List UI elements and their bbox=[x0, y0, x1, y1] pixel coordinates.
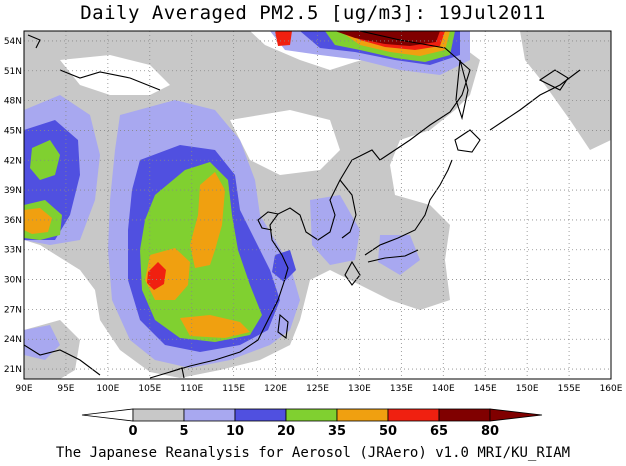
lat-tick-label: 33N bbox=[4, 246, 22, 256]
pm-band-50-65 bbox=[190, 172, 225, 268]
colorbar-label: 5 bbox=[179, 424, 188, 439]
lat-tick-label: 45N bbox=[4, 126, 22, 136]
colorbar-label: 35 bbox=[328, 424, 346, 439]
pm-band-5-10 bbox=[520, 31, 611, 150]
colorbar-segment bbox=[387, 408, 440, 422]
lon-tick-label: 100E bbox=[96, 384, 119, 394]
pm-band-20-35 bbox=[272, 250, 296, 282]
lon-tick-label: 145E bbox=[474, 384, 497, 394]
lon-tick-label: 150E bbox=[516, 384, 539, 394]
lon-tick-label: 140E bbox=[432, 384, 455, 394]
lon-tick-label: 135E bbox=[390, 384, 413, 394]
plot-frame bbox=[23, 30, 612, 380]
lon-tick-label: 120E bbox=[264, 384, 287, 394]
colorbar-label: 0 bbox=[128, 424, 137, 439]
lat-tick-label: 51N bbox=[4, 67, 22, 77]
lat-tick-label: 24N bbox=[4, 335, 22, 345]
colorbar-segment bbox=[489, 408, 543, 422]
colorbar-segment bbox=[336, 408, 389, 422]
lon-tick-label: 95E bbox=[57, 384, 74, 394]
colorbar: 0 5 10 20 35 50 65 80 bbox=[81, 408, 543, 439]
lat-tick-labels: 21N 24N 27N 30N 33N 36N 39N 42N 45N 48N 51N 54N bbox=[4, 37, 22, 375]
footer-credit: The Japanese Reanalysis for Aerosol (JRA… bbox=[55, 445, 571, 461]
map-title: Daily Averaged PM2.5 [ug/m3]: 19Jul2011 bbox=[80, 2, 546, 24]
pm-band-0-5 bbox=[230, 110, 340, 175]
pm-band-65-80 bbox=[147, 262, 166, 290]
pm-band-10-20 bbox=[310, 195, 360, 265]
colorbar-segment bbox=[183, 408, 236, 422]
lon-tick-label: 130E bbox=[348, 384, 371, 394]
colorbar-label: 65 bbox=[430, 424, 448, 439]
lat-tick-label: 36N bbox=[4, 216, 22, 226]
colorbar-segment bbox=[285, 408, 338, 422]
lat-tick-label: 42N bbox=[4, 156, 22, 166]
lon-tick-label: 105E bbox=[138, 384, 161, 394]
lat-tick-label: 48N bbox=[4, 97, 22, 107]
lat-tick-label: 27N bbox=[4, 305, 22, 315]
lon-tick-labels: 90E 95E 100E 105E 110E 115E 120E 125E 130E 135E 14… bbox=[15, 384, 622, 394]
lon-tick-label: 110E bbox=[180, 384, 203, 394]
colorbar-segment bbox=[234, 408, 287, 422]
pm25-map: 90E 95E 100E 105E 110E 115E 120E 125E 130E 135E 14… bbox=[4, 30, 623, 439]
lat-tick-label: 21N bbox=[4, 365, 22, 375]
lon-tick-label: 125E bbox=[306, 384, 329, 394]
pm-band-50-65 bbox=[24, 208, 52, 234]
pm-band-50-65 bbox=[180, 315, 250, 338]
coastlines bbox=[24, 31, 581, 379]
pm-band-0-5 bbox=[24, 245, 95, 318]
lat-tick-label: 39N bbox=[4, 186, 22, 196]
colorbar-label: 80 bbox=[481, 424, 499, 439]
lat-tick-label: 30N bbox=[4, 276, 22, 286]
colorbar-label: 10 bbox=[226, 424, 244, 439]
colorbar-label: 20 bbox=[277, 424, 295, 439]
colorbar-segment bbox=[438, 408, 491, 422]
pm-band-65-80 bbox=[275, 31, 292, 46]
concentration-field bbox=[24, 31, 611, 379]
lat-tick-label: 54N bbox=[4, 37, 22, 47]
lon-tick-label: 155E bbox=[558, 384, 581, 394]
pm-band-10-20 bbox=[378, 235, 420, 275]
colorbar-label: 50 bbox=[379, 424, 397, 439]
lon-tick-label: 160E bbox=[600, 384, 623, 394]
colorbar-segment bbox=[81, 408, 134, 422]
colorbar-segment bbox=[132, 408, 185, 422]
lon-tick-label: 90E bbox=[15, 384, 32, 394]
lon-tick-label: 115E bbox=[222, 384, 245, 394]
